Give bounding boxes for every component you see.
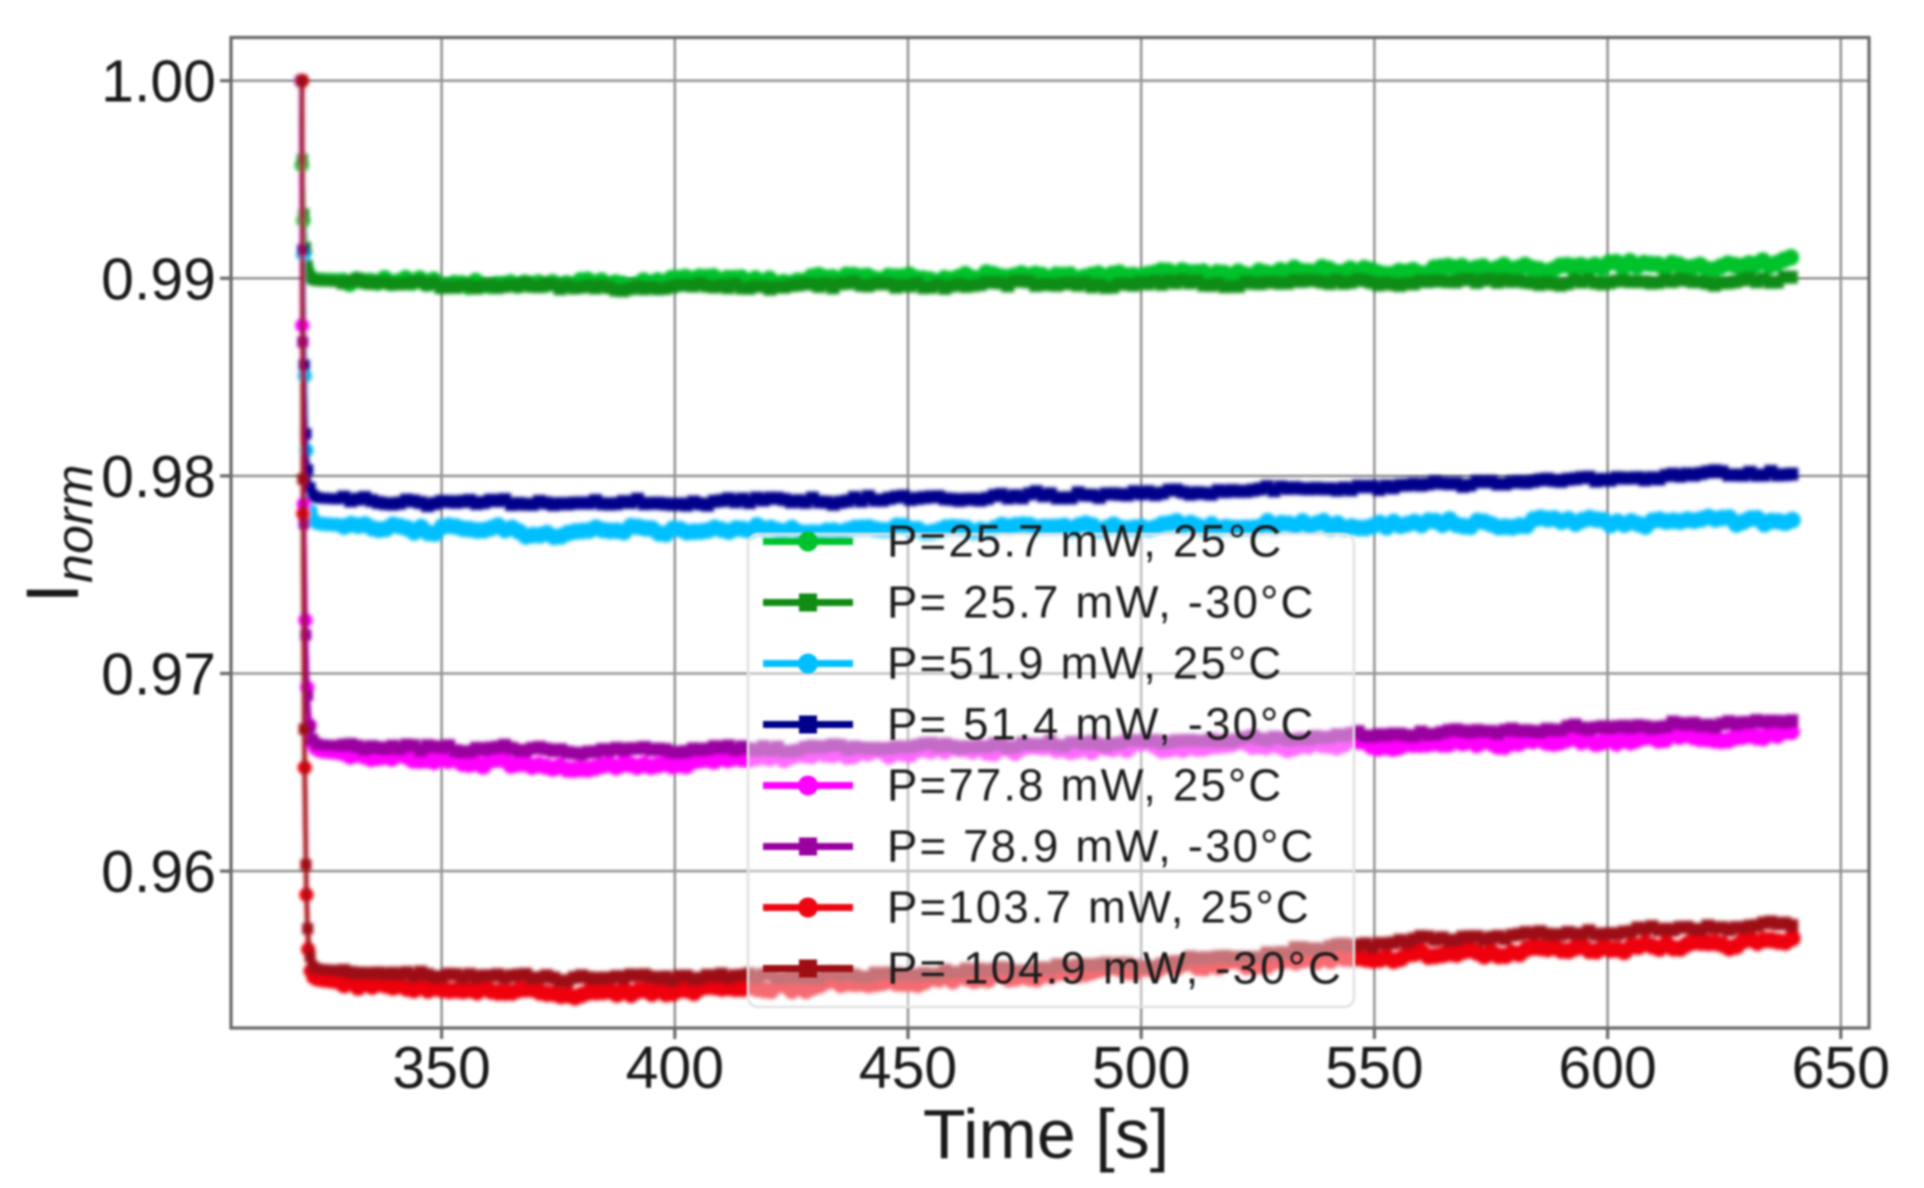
- svg-text:400: 400: [626, 1035, 724, 1101]
- svg-text:P= 104.9 mW, -30°C: P= 104.9 mW, -30°C: [887, 943, 1343, 994]
- svg-text:650: 650: [1792, 1035, 1890, 1101]
- svg-text:0.96: 0.96: [101, 839, 216, 905]
- svg-text:P=51.9 mW, 25°C: P=51.9 mW, 25°C: [887, 638, 1283, 689]
- svg-text:350: 350: [392, 1035, 490, 1101]
- svg-text:P= 51.4 mW, -30°C: P= 51.4 mW, -30°C: [887, 699, 1316, 750]
- svg-text:P= 25.7 mW, -30°C: P= 25.7 mW, -30°C: [887, 577, 1316, 628]
- svg-text:0.98: 0.98: [101, 444, 216, 510]
- svg-text:P=25.7 mW, 25°C: P=25.7 mW, 25°C: [887, 516, 1283, 567]
- svg-text:450: 450: [859, 1035, 957, 1101]
- svg-text:P=77.8 mW, 25°C: P=77.8 mW, 25°C: [887, 760, 1283, 811]
- svg-text:Time [s]: Time [s]: [923, 1095, 1169, 1173]
- svg-text:P=103.7 mW, 25°C: P=103.7 mW, 25°C: [887, 882, 1311, 933]
- svg-text:550: 550: [1325, 1035, 1423, 1101]
- svg-text:1.00: 1.00: [101, 49, 216, 115]
- svg-text:P= 78.9 mW, -30°C: P= 78.9 mW, -30°C: [887, 821, 1316, 872]
- svg-text:0.99: 0.99: [101, 246, 216, 312]
- svg-text:0.97: 0.97: [101, 642, 216, 708]
- svg-text:500: 500: [1092, 1035, 1190, 1101]
- svg-text:600: 600: [1558, 1035, 1656, 1101]
